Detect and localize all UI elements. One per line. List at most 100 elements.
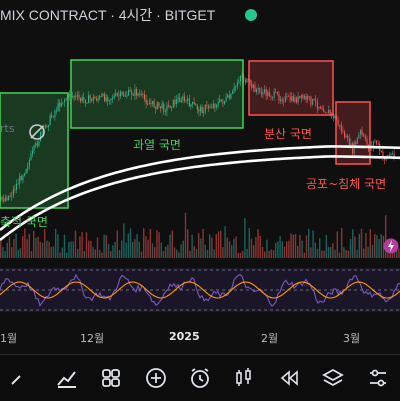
symbol-title: MIX CONTRACT · 4시간 · BITGET (0, 7, 216, 23)
volume-bar (354, 236, 356, 258)
volume-bar (334, 249, 336, 258)
volume-bar (222, 246, 224, 258)
candle (164, 111, 166, 112)
volume-bar (44, 229, 46, 258)
candle (68, 94, 70, 98)
candle (139, 93, 141, 95)
volume-bar (378, 239, 380, 258)
candle (153, 101, 155, 108)
volume-bar (33, 230, 35, 258)
candle (177, 97, 179, 100)
candle (161, 103, 163, 109)
volume-bar (279, 236, 281, 258)
volume-bar (63, 234, 66, 258)
volume-bar (66, 252, 68, 258)
candle (11, 195, 13, 197)
candle (300, 94, 302, 98)
candle (294, 97, 296, 102)
candle (84, 99, 86, 103)
candle (56, 110, 58, 112)
candle (251, 82, 253, 88)
candle (22, 175, 24, 181)
volume-bar (242, 250, 244, 258)
volume-bar (275, 242, 277, 258)
candle (156, 102, 158, 110)
eye-off-icon[interactable] (27, 122, 47, 142)
volume-bar (215, 234, 217, 258)
candle (88, 95, 90, 104)
candle (166, 105, 168, 112)
add-icon[interactable] (139, 361, 173, 395)
volume-bar (343, 247, 345, 258)
candle (121, 92, 123, 94)
volume-bar (396, 244, 398, 258)
phase-region (248, 60, 334, 116)
alarm-icon[interactable] (183, 361, 217, 395)
annotation-fear: 공포~침체 국면 (306, 177, 387, 191)
volume-bar (213, 249, 215, 258)
candle (380, 151, 382, 153)
candle (216, 105, 218, 108)
volume-bar (110, 250, 112, 258)
candle (323, 109, 325, 113)
phase-region (335, 101, 371, 165)
volume-bar (250, 238, 253, 258)
candle (35, 143, 37, 146)
oscillator-line (0, 273, 400, 308)
candle (25, 169, 27, 174)
lightning-icon[interactable] (383, 237, 399, 255)
candle (160, 106, 162, 109)
volume-bar (37, 236, 39, 258)
candle (318, 106, 320, 109)
volume-bar (107, 244, 110, 258)
volume-bar (149, 229, 151, 258)
candle (78, 95, 80, 99)
candle (36, 143, 38, 146)
volume-bar (118, 250, 121, 258)
arrow-icon[interactable] (5, 361, 39, 395)
candle (44, 125, 46, 127)
volume-bar (68, 242, 70, 258)
candle (345, 135, 347, 138)
volume-bar (140, 251, 143, 258)
ma-line-lower (0, 155, 400, 242)
candle (168, 105, 170, 106)
replay-icon[interactable] (272, 361, 306, 395)
volume-bar (371, 245, 374, 258)
candles-icon[interactable] (227, 361, 261, 395)
candle (302, 94, 304, 99)
volume-bar (24, 228, 26, 258)
volume-bar (26, 239, 28, 258)
volume-bar (94, 249, 96, 258)
volume-bar (338, 252, 341, 258)
indicators-icon[interactable] (50, 361, 84, 395)
volume-bar (158, 232, 160, 258)
volume-bar (211, 237, 213, 258)
annotation-accumulation: 축적 국면 (0, 215, 48, 229)
candle (182, 96, 184, 101)
candle (6, 197, 8, 201)
settings-icon[interactable] (361, 361, 395, 395)
candle (270, 96, 272, 98)
volume-bar (316, 248, 319, 258)
volume-bar (191, 234, 193, 258)
candle (246, 78, 248, 83)
candle (361, 130, 363, 135)
candle (360, 130, 362, 135)
layers-icon[interactable] (316, 361, 350, 395)
volume-bar (237, 253, 239, 258)
candle (288, 95, 290, 97)
candle (264, 89, 266, 93)
candle (59, 102, 61, 107)
volume-bar (286, 241, 288, 258)
candle (222, 101, 224, 104)
layouts-icon[interactable] (94, 361, 128, 395)
volume-bar (180, 244, 182, 258)
volume-bar (8, 236, 11, 258)
candle (220, 99, 222, 102)
volume-bar (290, 233, 292, 258)
volume-bar (151, 243, 154, 258)
candle (291, 96, 293, 101)
volume-bar (143, 228, 145, 258)
